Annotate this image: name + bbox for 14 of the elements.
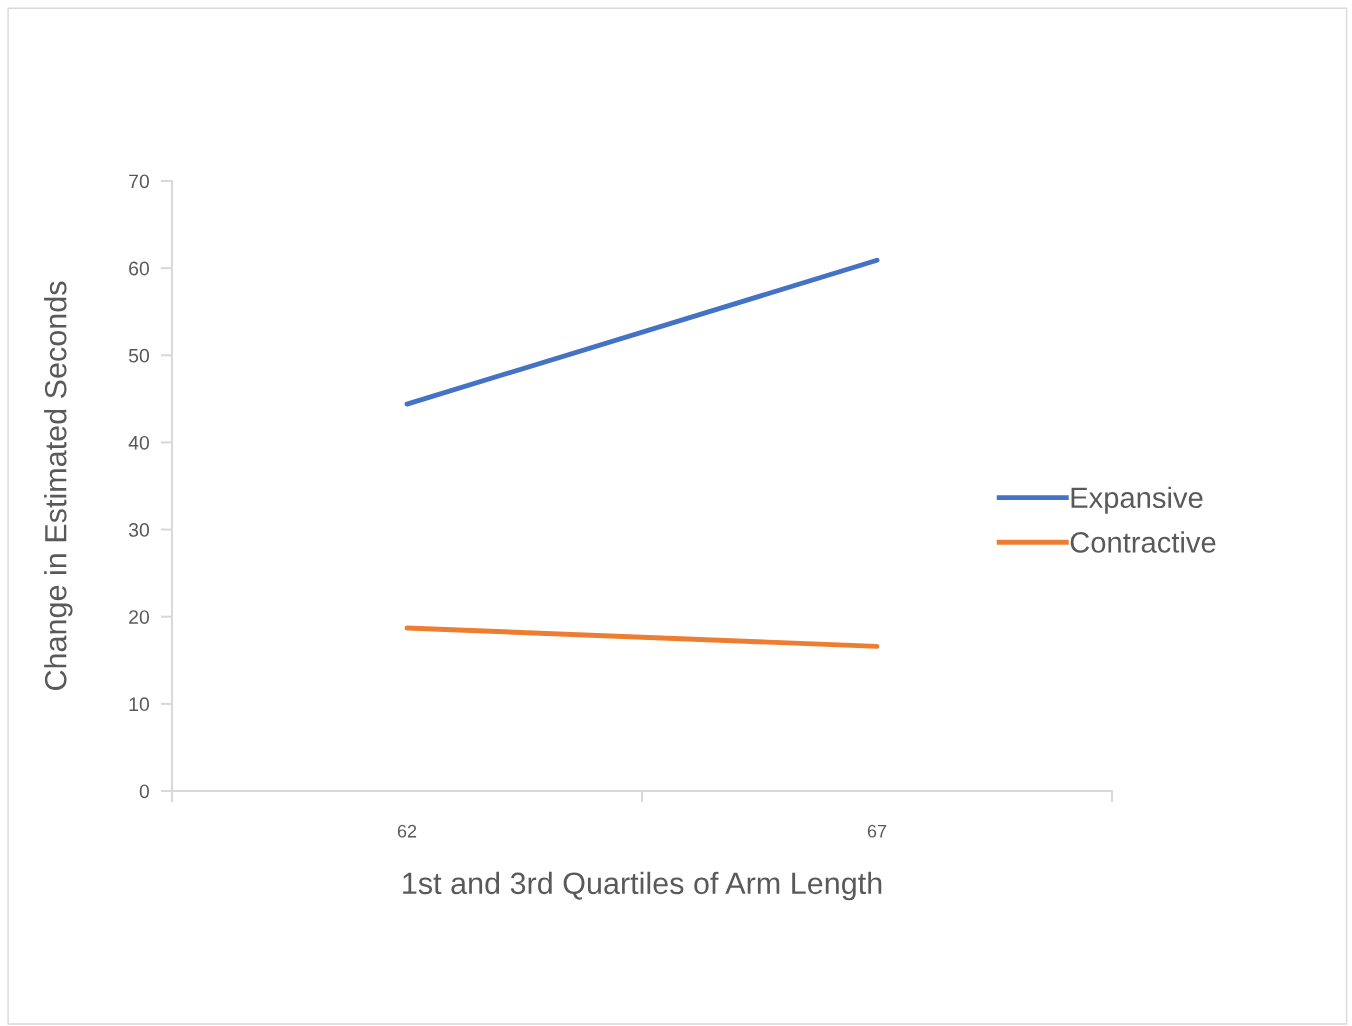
x-tick-label: 62 <box>397 824 417 838</box>
y-tick-label: 60 <box>129 261 150 276</box>
legend-label: Expansive <box>1071 486 1203 514</box>
y-axis-title: Change in Estimated Seconds <box>44 281 73 690</box>
x-axis-title: 1st and 3rd Quartiles of Arm Length <box>403 871 882 901</box>
y-tick-label: 30 <box>128 523 150 537</box>
legend-label: Contractive <box>1070 531 1216 553</box>
y-tick-label: 40 <box>128 435 150 450</box>
y-tick-label: 50 <box>128 348 150 363</box>
x-tick-label: 67 <box>867 824 887 838</box>
y-tick-label: 10 <box>129 697 150 712</box>
y-tick-label: 70 <box>129 174 150 189</box>
y-tick-label: 0 <box>139 784 150 799</box>
y-tick-label: 20 <box>129 610 150 624</box>
